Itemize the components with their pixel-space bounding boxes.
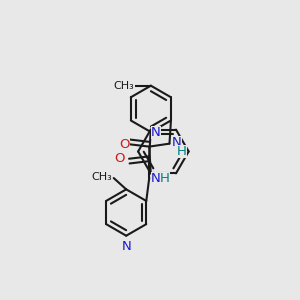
Text: O: O (114, 152, 124, 165)
Text: H: H (160, 172, 170, 185)
Text: N: N (121, 241, 131, 254)
Text: N: N (151, 172, 161, 185)
Text: N: N (151, 126, 160, 139)
Text: CH₃: CH₃ (91, 172, 112, 182)
Text: H: H (177, 146, 187, 158)
Text: O: O (119, 138, 130, 151)
Text: CH₃: CH₃ (114, 81, 134, 91)
Text: N: N (172, 136, 182, 149)
